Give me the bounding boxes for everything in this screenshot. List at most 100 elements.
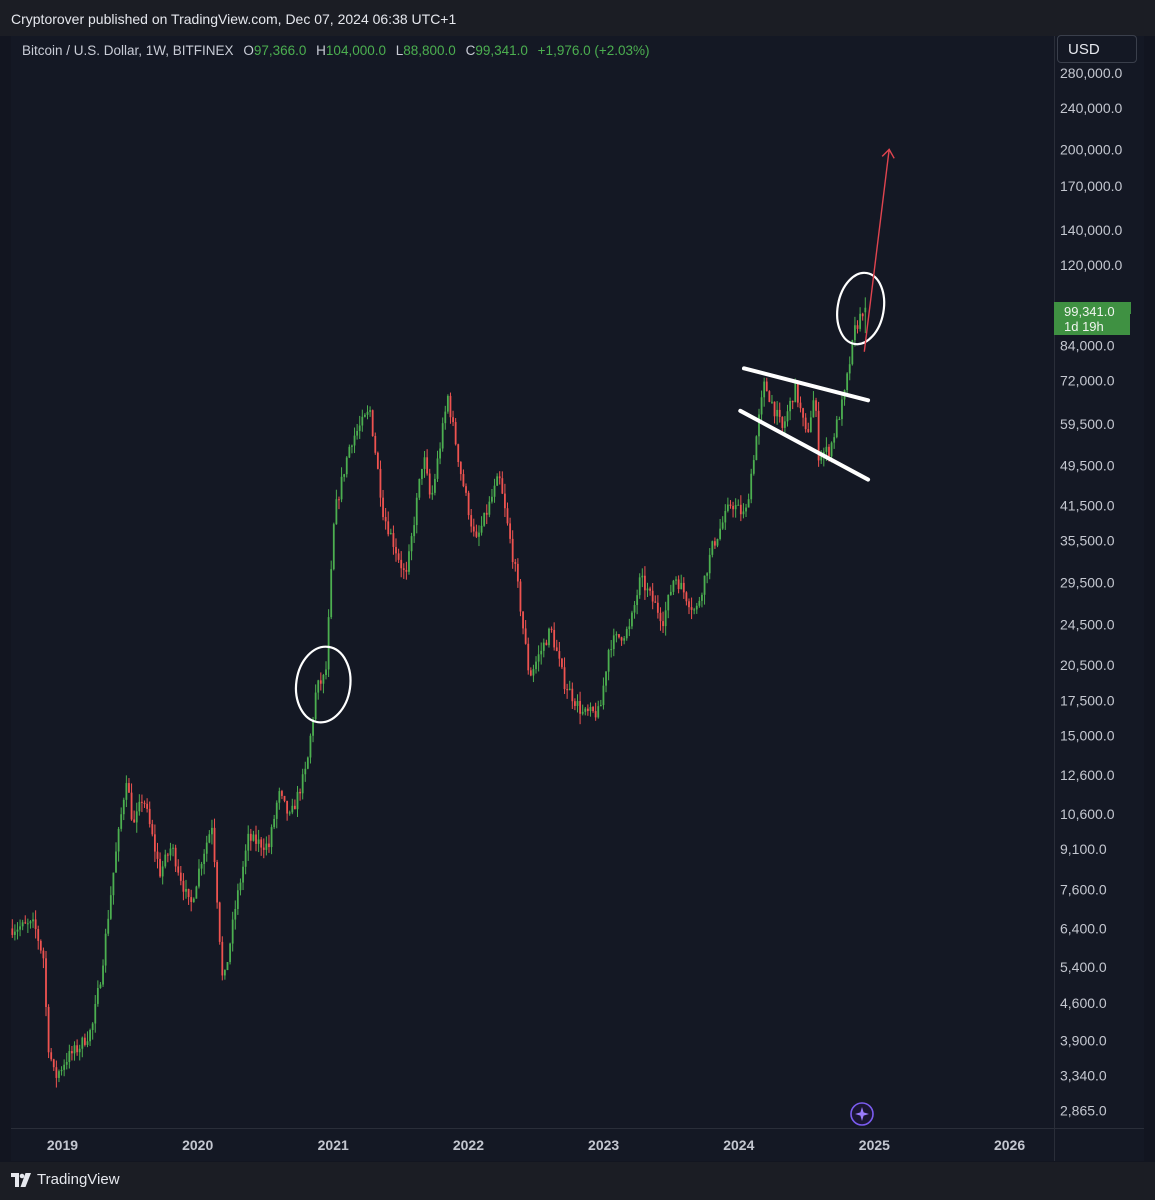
- price-chart[interactable]: 280,000.0 240,000.0 200,000.0 170,000.0 140,…: [11, 36, 1144, 1161]
- candle-body: [361, 416, 364, 426]
- candle-body: [755, 436, 758, 461]
- candle-body: [519, 581, 522, 612]
- candle-body: [236, 890, 239, 910]
- candle-body: [169, 848, 172, 856]
- candle-body: [739, 504, 742, 515]
- x-tick-label: 2025: [859, 1137, 890, 1153]
- candle-body: [418, 478, 421, 498]
- candle-body: [830, 442, 833, 457]
- candle-body: [63, 1064, 66, 1070]
- candle-body: [854, 325, 856, 341]
- candle-body: [734, 505, 737, 510]
- candle-body: [633, 605, 636, 613]
- candle-body: [410, 536, 413, 552]
- candle-body: [550, 628, 553, 630]
- candle-body: [138, 801, 141, 812]
- candle-body: [786, 411, 789, 422]
- candle-body: [109, 895, 112, 919]
- candle-body: [789, 400, 792, 412]
- candle-body: [400, 559, 403, 569]
- y-tick-label: 2,865.0: [1060, 1102, 1107, 1118]
- candle-body: [644, 575, 646, 591]
- y-tick-label: 3,340.0: [1060, 1068, 1107, 1084]
- candle-body: [620, 637, 623, 641]
- candle-body: [574, 701, 576, 706]
- candle-body: [680, 582, 683, 590]
- candle-body: [16, 929, 19, 932]
- candle-body: [631, 612, 633, 627]
- tradingview-brand: TradingView: [37, 1171, 120, 1188]
- candle-body: [592, 706, 594, 712]
- candle-body: [794, 380, 797, 403]
- candle-body: [491, 496, 493, 502]
- candle-body: [511, 538, 514, 563]
- candle-body: [265, 843, 268, 850]
- candle-body: [223, 970, 226, 976]
- candle-body: [94, 1003, 97, 1024]
- x-tick-label: 2022: [453, 1137, 484, 1153]
- candle-body: [667, 594, 670, 611]
- candle-body: [216, 862, 219, 903]
- candle-body: [428, 473, 431, 495]
- candle-body: [706, 573, 709, 576]
- candle-body: [799, 402, 802, 409]
- candle-body: [286, 800, 289, 814]
- candle-body: [444, 411, 447, 424]
- candle-body: [698, 600, 701, 606]
- candle-body: [369, 410, 371, 412]
- candle-body: [291, 805, 294, 813]
- candle-body: [408, 551, 410, 572]
- low-value: 88,800.0: [403, 43, 456, 58]
- candle-body: [776, 409, 779, 417]
- candle-body: [452, 417, 454, 423]
- candle-body: [636, 595, 639, 606]
- candle-body: [299, 791, 301, 794]
- chart-frame[interactable]: 280,000.0 240,000.0 200,000.0 170,000.0 140,…: [11, 36, 1144, 1161]
- candle-body: [161, 866, 164, 877]
- y-tick-label: 10,600.0: [1060, 806, 1115, 822]
- tradingview-logo[interactable]: TradingView: [11, 1171, 120, 1188]
- candle-body: [340, 476, 343, 500]
- candle-body: [50, 1052, 53, 1060]
- candle-body: [182, 880, 185, 892]
- candle-body: [462, 474, 465, 487]
- candle-body: [594, 711, 597, 718]
- candle-body: [221, 941, 224, 976]
- y-tick-label: 15,000.0: [1060, 728, 1115, 744]
- y-tick-label: 7,600.0: [1060, 882, 1107, 898]
- candle-body: [669, 591, 672, 595]
- candle-body: [252, 834, 255, 841]
- currency-button[interactable]: USD: [1057, 35, 1137, 63]
- candle-body: [664, 610, 667, 627]
- y-tick-label: 17,500.0: [1060, 693, 1115, 709]
- candle-body: [537, 654, 540, 662]
- candle-body: [60, 1069, 63, 1072]
- candle-body: [117, 828, 120, 852]
- candle-body: [415, 497, 418, 526]
- open-label: O: [243, 43, 254, 58]
- candle-body: [763, 381, 766, 398]
- candle-body: [376, 452, 379, 469]
- candle-body: [726, 504, 729, 511]
- candle-body: [364, 414, 366, 417]
- high-value: 104,000.0: [325, 43, 386, 58]
- candle-body: [65, 1061, 68, 1065]
- candle-body: [231, 919, 234, 944]
- y-tick-label: 41,500.0: [1060, 497, 1115, 513]
- candle-body: [268, 843, 270, 848]
- candle-body: [742, 511, 745, 515]
- candle-body: [402, 568, 405, 570]
- candle-body: [413, 525, 416, 537]
- bar-countdown: 1d 19h: [1064, 319, 1104, 334]
- candle-body: [791, 400, 794, 403]
- candle-body: [796, 380, 799, 403]
- candle-body: [332, 524, 335, 570]
- candle-body: [102, 965, 104, 985]
- candle-body: [45, 958, 47, 1008]
- candle-body: [242, 866, 244, 883]
- candle-body: [68, 1051, 71, 1062]
- sparkle-icon[interactable]: [850, 1102, 874, 1126]
- candle-body: [833, 437, 836, 443]
- candle-body: [716, 538, 719, 546]
- candle-body: [478, 532, 480, 537]
